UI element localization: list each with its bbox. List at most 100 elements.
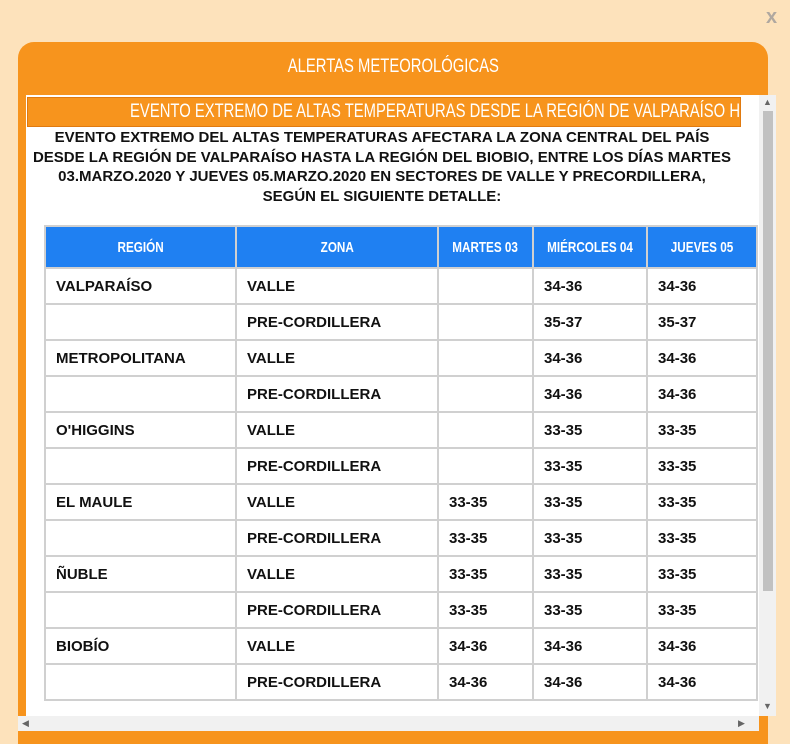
table-cell xyxy=(44,591,237,629)
table-row: BIOBÍO VALLE 34-36 34-36 34-36 xyxy=(44,627,759,665)
column-header-text: REGIÓN xyxy=(117,238,164,256)
table-cell: PRE-CORDILLERA xyxy=(235,663,439,701)
table-cell: 34-36 xyxy=(646,375,759,413)
table-cell: 33-35 xyxy=(646,591,759,629)
table-cell: 34-36 xyxy=(646,627,759,665)
column-header-text: ZONA xyxy=(320,238,354,256)
table-cell: 33-35 xyxy=(646,555,759,593)
table-cell: 34-36 xyxy=(646,267,759,305)
table-cell: O'HIGGINS xyxy=(44,411,237,449)
table-cell: VALLE xyxy=(235,483,439,521)
table-cell: VALPARAÍSO xyxy=(44,267,237,305)
table-cell: PRE-CORDILLERA xyxy=(235,591,439,629)
table-cell xyxy=(44,519,237,557)
table-cell: 34-36 xyxy=(531,627,649,665)
scroll-up[interactable]: ▲ xyxy=(763,97,772,107)
table-row: METROPOLITANA VALLE 34-36 34-36 xyxy=(44,339,759,377)
table-cell: 33-35 xyxy=(531,591,649,629)
table-cell xyxy=(44,375,237,413)
table-cell: 33-35 xyxy=(646,447,759,485)
scroll-down[interactable]: ▼ xyxy=(763,701,772,711)
table-cell: VALLE xyxy=(235,555,439,593)
table-cell xyxy=(437,447,534,485)
table-cell: ÑUBLE xyxy=(44,555,237,593)
table-cell: 34-36 xyxy=(646,339,759,377)
column-header: ZONA xyxy=(235,225,439,269)
modal-title: ALERTAS METEOROLÓGICAS xyxy=(18,56,768,78)
column-header-text: MIÉRCOLES 04 xyxy=(547,238,633,256)
table-cell: 34-36 xyxy=(531,663,649,701)
table-cell: 34-36 xyxy=(646,663,759,701)
table-cell: PRE-CORDILLERA xyxy=(235,303,439,341)
alert-banner: EVENTO EXTREMO DE ALTAS TEMPERATURAS DES… xyxy=(27,97,741,127)
table-cell: 33-35 xyxy=(437,591,534,629)
table-cell: 33-35 xyxy=(437,555,534,593)
alert-description: EVENTO EXTREMO DEL ALTAS TEMPERATURAS AF… xyxy=(32,129,732,205)
table-row: PRE-CORDILLERA 33-35 33-35 33-35 xyxy=(44,591,759,629)
table-cell: 34-36 xyxy=(437,663,534,701)
table-cell: 33-35 xyxy=(646,411,759,449)
table-cell: VALLE xyxy=(235,627,439,665)
table-row: PRE-CORDILLERA 33-35 33-35 33-35 xyxy=(44,519,759,557)
table-cell: EL MAULE xyxy=(44,483,237,521)
table-row: PRE-CORDILLERA 34-36 34-36 34-36 xyxy=(44,663,759,701)
table-cell: 34-36 xyxy=(531,267,649,305)
table-cell: 33-35 xyxy=(531,411,649,449)
horizontal-scrollbar[interactable]: ◀ ▶ xyxy=(18,716,759,731)
table-cell: BIOBÍO xyxy=(44,627,237,665)
table-cell: METROPOLITANA xyxy=(44,339,237,377)
table-cell: 33-35 xyxy=(531,483,649,521)
table-cell xyxy=(437,339,534,377)
table-row: PRE-CORDILLERA 33-35 33-35 xyxy=(44,447,759,485)
table-cell: 34-36 xyxy=(437,627,534,665)
column-header: REGIÓN xyxy=(44,225,237,269)
table-cell: PRE-CORDILLERA xyxy=(235,519,439,557)
table-cell: PRE-CORDILLERA xyxy=(235,375,439,413)
table-cell: VALLE xyxy=(235,339,439,377)
table-cell xyxy=(437,375,534,413)
table-row: O'HIGGINS VALLE 33-35 33-35 xyxy=(44,411,759,449)
column-header-text: MARTES 03 xyxy=(452,238,519,256)
table-cell xyxy=(437,267,534,305)
modal-content: EVENTO EXTREMO DE ALTAS TEMPERATURAS DES… xyxy=(26,95,759,716)
scroll-right[interactable]: ▶ xyxy=(738,718,745,728)
table-row: VALPARAÍSO VALLE 34-36 34-36 xyxy=(44,267,759,305)
alert-table: REGIÓN ZONA MARTES 03 MIÉRCOLES 04 JUEVES 05… xyxy=(44,225,759,701)
modal-title-text: ALERTAS METEOROLÓGICAS xyxy=(287,56,499,77)
table-cell: PRE-CORDILLERA xyxy=(235,447,439,485)
table-row: EL MAULE VALLE 33-35 33-35 33-35 xyxy=(44,483,759,521)
table-cell: 33-35 xyxy=(437,483,534,521)
table-cell: VALLE xyxy=(235,411,439,449)
table-row: ÑUBLE VALLE 33-35 33-35 33-35 xyxy=(44,555,759,593)
column-header: MIÉRCOLES 04 xyxy=(531,225,649,269)
table-cell: 35-37 xyxy=(646,303,759,341)
table-cell: 34-36 xyxy=(531,375,649,413)
table-row: PRE-CORDILLERA 34-36 34-36 xyxy=(44,375,759,413)
table-cell: 33-35 xyxy=(531,447,649,485)
table-cell xyxy=(44,663,237,701)
table-cell xyxy=(437,411,534,449)
scroll-left[interactable]: ◀ xyxy=(22,718,29,728)
scroll-thumb[interactable] xyxy=(763,111,773,591)
table-row: PRE-CORDILLERA 35-37 35-37 xyxy=(44,303,759,341)
vertical-scrollbar[interactable]: ▲ ▼ xyxy=(759,95,776,716)
column-header: MARTES 03 xyxy=(437,225,534,269)
table-cell: 33-35 xyxy=(646,483,759,521)
table-cell: VALLE xyxy=(235,267,439,305)
table-body: VALPARAÍSO VALLE 34-36 34-36 PRE-CORDILLERA 3… xyxy=(44,267,759,701)
header-row: REGIÓN ZONA MARTES 03 MIÉRCOLES 04 JUEVES 05 xyxy=(44,225,759,269)
table-cell: 33-35 xyxy=(646,519,759,557)
table-cell: 33-35 xyxy=(531,519,649,557)
table-cell xyxy=(44,303,237,341)
table-cell: 35-37 xyxy=(531,303,649,341)
modal: ALERTAS METEOROLÓGICAS EVENTO EXTREMO DE… xyxy=(18,42,776,744)
table-cell xyxy=(437,303,534,341)
close-button[interactable]: x xyxy=(766,6,778,28)
column-header: JUEVES 05 xyxy=(646,225,759,269)
table-cell: 34-36 xyxy=(531,339,649,377)
alert-banner-text: EVENTO EXTREMO DE ALTAS TEMPERATURAS DES… xyxy=(130,101,741,122)
table-cell: 33-35 xyxy=(531,555,649,593)
table-cell: 33-35 xyxy=(437,519,534,557)
column-header-text: JUEVES 05 xyxy=(670,238,734,256)
